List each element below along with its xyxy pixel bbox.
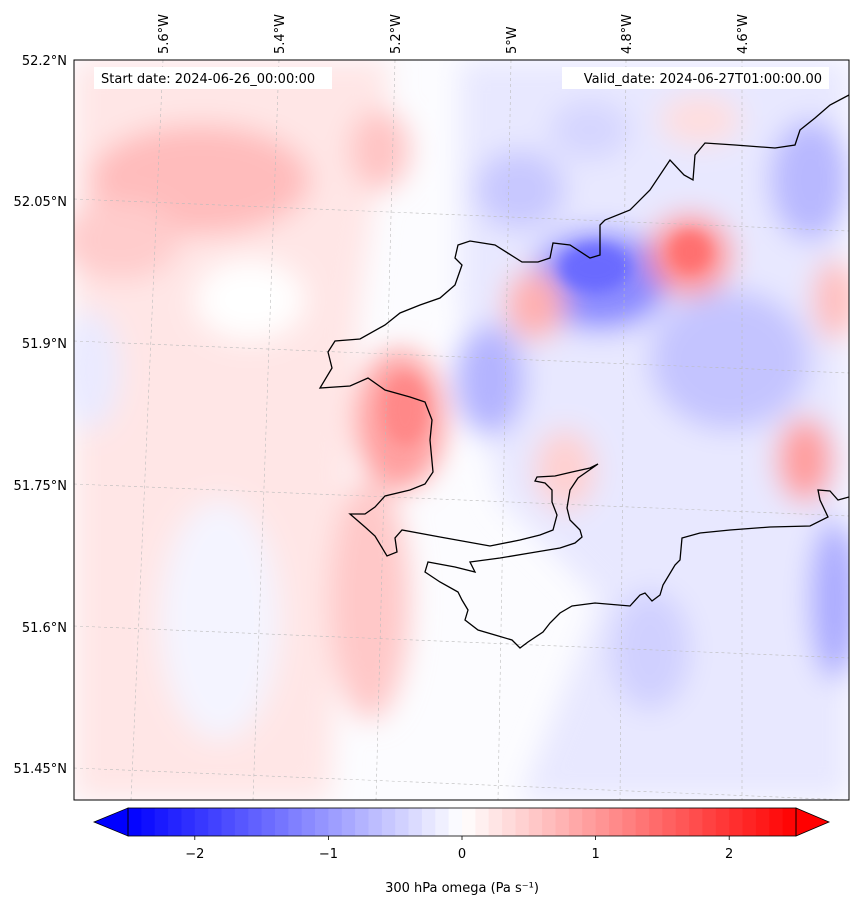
colorbar-segment xyxy=(128,808,142,836)
start-date-box xyxy=(94,67,332,89)
colorbar-label: 300 hPa omega (Pa s⁻¹) xyxy=(385,881,539,896)
colorbar-segment xyxy=(248,808,263,836)
colorbar-segment xyxy=(141,808,156,836)
colorbar-segment xyxy=(542,808,557,836)
colorbar-segment xyxy=(261,808,276,836)
colorbar: −2 −1 0 1 2 300 hPa omega (Pa s⁻¹) xyxy=(92,807,831,896)
colorbar-segment xyxy=(488,808,503,836)
colorbar-segment xyxy=(462,808,476,836)
colorbar-segment xyxy=(702,808,717,836)
colorbar-segment xyxy=(729,808,744,836)
lat-label-51-75n: 51.75°N xyxy=(14,479,67,494)
colorbar-high-extension xyxy=(795,807,831,837)
colorbar-segment xyxy=(782,808,797,836)
coastline xyxy=(318,94,849,649)
lon-label-5-2w: 5.2°W xyxy=(389,14,404,54)
valid-date-box xyxy=(562,67,829,89)
colorbar-segment xyxy=(381,808,396,836)
map-panel: Start date: 2024-06-26_00:00:00 Valid_da… xyxy=(73,59,850,801)
colorbar-low-extension xyxy=(92,807,129,837)
lon-label-5-4w: 5.4°W xyxy=(273,14,288,54)
colorbar-segment xyxy=(435,808,450,836)
colorbar-segment xyxy=(755,808,770,836)
colorbar-segment xyxy=(582,808,597,836)
colorbar-segment xyxy=(475,808,490,836)
lat-label-51-45n: 51.45°N xyxy=(14,762,67,777)
lon-label-5-6w: 5.6°W xyxy=(157,14,172,54)
colorbar-segment xyxy=(234,808,249,836)
colorbar-segment xyxy=(742,808,757,836)
colorbar-segment xyxy=(154,808,169,836)
colorbar-segment xyxy=(622,808,637,836)
colorbar-segment xyxy=(355,808,370,836)
colorbar-segment xyxy=(368,808,383,836)
colorbar-ticks: −2 −1 0 1 2 xyxy=(185,836,733,862)
lat-label-51-6n: 51.6°N xyxy=(22,621,67,636)
colorbar-segment xyxy=(221,808,236,836)
colorbar-tick-label: 1 xyxy=(591,847,599,862)
valid-date-label: Valid_date: 2024-06-27T01:00:00.00 xyxy=(584,72,822,87)
colorbar-segment xyxy=(168,808,183,836)
colorbar-segment xyxy=(528,808,543,836)
colorbar-segment xyxy=(555,808,570,836)
colorbar-segments xyxy=(128,808,797,836)
colorbar-segment xyxy=(301,808,316,836)
colorbar-segment xyxy=(421,808,436,836)
colorbar-segment xyxy=(595,808,610,836)
colorbar-segment xyxy=(689,808,704,836)
latitude-labels: 52.2°N 52.05°N 51.9°N 51.75°N 51.6°N 51.… xyxy=(14,54,67,777)
lon-label-4-6w: 4.6°W xyxy=(736,14,751,54)
colorbar-segment xyxy=(675,808,690,836)
colorbar-segment xyxy=(448,808,463,836)
lon-label-4-8w: 4.8°W xyxy=(620,14,635,54)
colorbar-tick-label: −1 xyxy=(319,847,338,862)
colorbar-segment xyxy=(328,808,343,836)
colorbar-segment xyxy=(568,808,583,836)
colorbar-segment xyxy=(515,808,530,836)
colorbar-segment xyxy=(715,808,730,836)
colorbar-segment xyxy=(769,808,784,836)
lat-label-52-2n: 52.2°N xyxy=(22,54,67,69)
colorbar-segment xyxy=(662,808,677,836)
longitude-labels: 5.6°W 5.4°W 5.2°W 5°W 4.8°W 4.6°W xyxy=(157,14,751,54)
colorbar-tick-label: −2 xyxy=(185,847,204,862)
colorbar-segment xyxy=(341,808,356,836)
lat-label-52-05n: 52.05°N xyxy=(14,195,67,210)
lon-label-5w: 5°W xyxy=(505,26,520,54)
colorbar-segment xyxy=(194,808,209,836)
colorbar-tick-label: 0 xyxy=(458,847,466,862)
colorbar-segment xyxy=(502,808,517,836)
colorbar-segment xyxy=(315,808,329,836)
lat-label-51-9n: 51.9°N xyxy=(22,337,67,352)
colorbar-segment xyxy=(649,808,663,836)
colorbar-segment xyxy=(395,808,410,836)
colorbar-segment xyxy=(635,808,650,836)
colorbar-segment xyxy=(608,808,623,836)
header-annotations: Start date: 2024-06-26_00:00:00 Valid_da… xyxy=(94,67,829,89)
colorbar-segment xyxy=(274,808,289,836)
colorbar-segment xyxy=(288,808,303,836)
colorbar-segment xyxy=(181,808,196,836)
omega-field xyxy=(74,60,849,800)
start-date-label: Start date: 2024-06-26_00:00:00 xyxy=(101,72,315,87)
colorbar-tick-label: 2 xyxy=(725,847,733,862)
colorbar-segment xyxy=(208,808,223,836)
colorbar-segment xyxy=(408,808,423,836)
map-frame xyxy=(73,59,850,801)
